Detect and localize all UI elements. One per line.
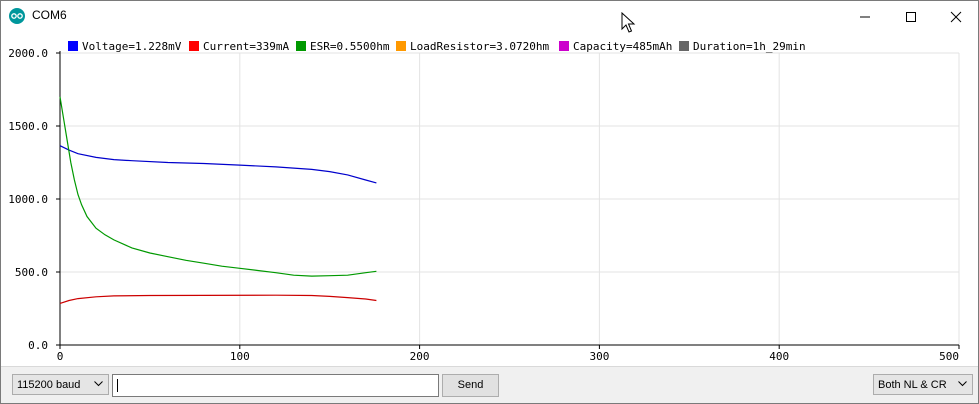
series-line: [59, 96, 377, 277]
legend-label: Voltage=1.228mV: [82, 40, 182, 53]
legend-label: Current=339mA: [203, 40, 289, 53]
minimize-button[interactable]: [841, 1, 887, 32]
series-line: [59, 145, 377, 184]
close-icon: [950, 11, 962, 23]
x-tick-label: 200: [410, 350, 430, 363]
close-button[interactable]: [932, 1, 978, 32]
legend-label: LoadResistor=3.0720hm: [410, 40, 549, 53]
chevron-down-icon: [958, 381, 967, 387]
legend-label: Duration=1h_29min: [693, 40, 806, 53]
y-tick-label: 500.0: [15, 266, 48, 279]
title-bar: COM6: [1, 1, 978, 32]
y-tick-label: 1000.0: [8, 193, 48, 206]
minimize-icon: [860, 16, 870, 18]
maximize-icon: [906, 12, 916, 22]
plot-area: 0 100 200 300 400 500 0.0 500.0 1000.0 1500.0 2000…: [1, 32, 978, 366]
legend-label: ESR=0.5500hm: [310, 40, 390, 53]
chevron-down-icon: [94, 381, 103, 387]
legend-swatch: [559, 41, 569, 51]
legend-swatch: [396, 41, 406, 51]
line-ending-value: Both NL & CR: [878, 379, 947, 391]
send-button[interactable]: Send: [442, 374, 499, 397]
x-tick-label: 100: [230, 350, 250, 363]
legend-label: Capacity=485mAh: [573, 40, 672, 53]
legend-swatch: [296, 41, 306, 51]
x-tick-label: 400: [769, 350, 789, 363]
bottom-toolbar: 115200 baud Send Both NL & CR: [1, 366, 978, 403]
x-tick-label: 300: [589, 350, 609, 363]
text-caret: [117, 379, 118, 392]
window-title: COM6: [32, 8, 67, 22]
x-tick-label: 0: [57, 350, 64, 363]
series-line: [59, 294, 377, 304]
y-tick-label: 1500.0: [8, 120, 48, 133]
arduino-icon: [9, 8, 25, 24]
baud-rate-value: 115200 baud: [17, 379, 81, 391]
y-tick-label: 2000.0: [8, 47, 48, 60]
x-tick-label: 500: [939, 350, 959, 363]
y-tick-label: 0.0: [28, 339, 48, 352]
serial-plot: 0 100 200 300 400 500 0.0 500.0 1000.0 1500.0 2000…: [8, 40, 960, 363]
line-ending-select[interactable]: Both NL & CR: [873, 374, 973, 395]
mouse-cursor-icon: [621, 12, 636, 33]
legend-swatch: [68, 41, 78, 51]
legend-swatch: [679, 41, 689, 51]
legend-swatch: [189, 41, 199, 51]
baud-rate-select[interactable]: 115200 baud: [12, 374, 109, 395]
serial-input[interactable]: [112, 374, 439, 397]
maximize-button[interactable]: [887, 1, 933, 32]
